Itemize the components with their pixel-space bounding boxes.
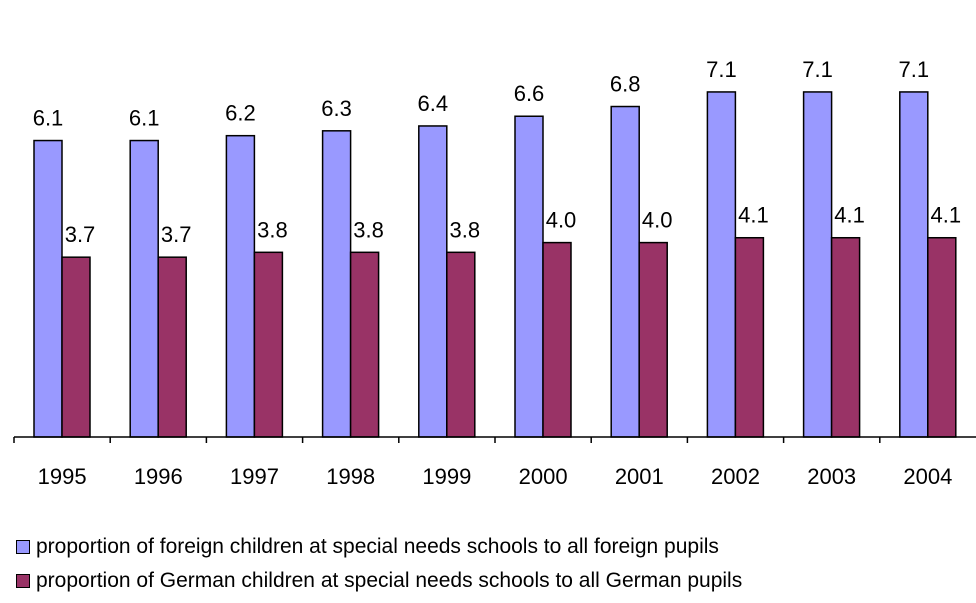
value-label-german-2002: 4.1 [738, 203, 769, 228]
bar-german-1997 [253, 251, 284, 438]
bar-foreign-2003 [802, 91, 833, 438]
legend: proportion of foreign children at specia… [16, 530, 742, 598]
legend-label-german: proportion of German children at special… [36, 569, 743, 592]
bars-group [33, 91, 957, 438]
x-tick-label-2003: 2003 [807, 464, 856, 489]
value-label-german-1997: 3.8 [257, 217, 288, 242]
bar-german-1996 [157, 256, 187, 438]
value-label-german-1996: 3.7 [161, 222, 192, 247]
value-label-foreign-1999: 6.4 [418, 91, 449, 116]
legend-item-foreign: proportion of foreign children at specia… [16, 530, 742, 564]
legend-item-german: proportion of German children at special… [16, 564, 742, 598]
bar-foreign-1997 [225, 134, 256, 438]
value-label-german-2001: 4.0 [642, 208, 673, 233]
value-label-german-1999: 3.8 [450, 217, 481, 242]
bar-german-1999 [446, 251, 476, 438]
bar-german-2004 [927, 236, 957, 438]
value-labels-group: 6.1 3.7 6.1 3.7 6.2 3.8 6.3 3.8 6.4 3.8 6.6 4.0 6.8 4… [33, 57, 961, 247]
x-tick-label-2002: 2002 [711, 464, 760, 489]
bar-german-1995 [61, 256, 91, 438]
bar-german-2003 [830, 236, 861, 438]
x-tick-label-1999: 1999 [422, 464, 471, 489]
value-label-foreign-1997: 6.2 [225, 101, 256, 126]
value-label-foreign-1995: 6.1 [33, 106, 64, 131]
legend-swatch-german [16, 574, 30, 588]
value-label-foreign-2004: 7.1 [899, 57, 930, 82]
x-ticks-group [13, 437, 881, 443]
x-tick-label-1998: 1998 [326, 464, 375, 489]
bar-foreign-1998 [321, 130, 352, 438]
bar-german-2002 [734, 236, 765, 438]
bar-german-1998 [349, 251, 380, 438]
value-label-foreign-1998: 6.3 [321, 96, 352, 121]
value-label-german-1995: 3.7 [65, 222, 96, 247]
bar-german-2001 [638, 241, 668, 438]
x-tick-label-2000: 2000 [519, 464, 568, 489]
value-label-foreign-2002: 7.1 [706, 57, 737, 82]
x-tick-label-2001: 2001 [615, 464, 664, 489]
legend-label-foreign: proportion of foreign children at specia… [36, 535, 719, 558]
x-tick-label-2004: 2004 [903, 464, 952, 489]
bar-foreign-1999 [418, 125, 448, 438]
value-label-german-1998: 3.8 [353, 217, 384, 242]
bar-foreign-1995 [33, 139, 63, 438]
x-tick-labels-group: 1995 1996 1997 1998 1999 2000 2001 2002 2003 2004 [38, 464, 953, 489]
bar-foreign-2001 [610, 105, 640, 438]
value-label-german-2003: 4.1 [834, 203, 865, 228]
legend-swatch-foreign [16, 540, 30, 554]
value-label-foreign-2000: 6.6 [514, 81, 545, 106]
value-label-foreign-2003: 7.1 [802, 57, 833, 82]
x-tick-label-1995: 1995 [38, 464, 87, 489]
bar-foreign-2000 [514, 115, 544, 438]
bar-chart: 6.1 3.7 6.1 3.7 6.2 3.8 6.3 3.8 6.4 3.8 6.6 4.0 6.8 4… [13, 57, 976, 489]
value-label-german-2000: 4.0 [546, 208, 577, 233]
bar-foreign-2002 [706, 91, 737, 438]
value-label-foreign-2001: 6.8 [610, 72, 641, 97]
value-label-foreign-1996: 6.1 [129, 106, 160, 131]
bar-foreign-1996 [129, 139, 159, 438]
bar-german-2000 [542, 241, 572, 438]
x-tick-label-1997: 1997 [230, 464, 279, 489]
bar-foreign-2004 [899, 91, 929, 438]
x-tick-label-1996: 1996 [134, 464, 183, 489]
value-label-german-2004: 4.1 [931, 203, 962, 228]
